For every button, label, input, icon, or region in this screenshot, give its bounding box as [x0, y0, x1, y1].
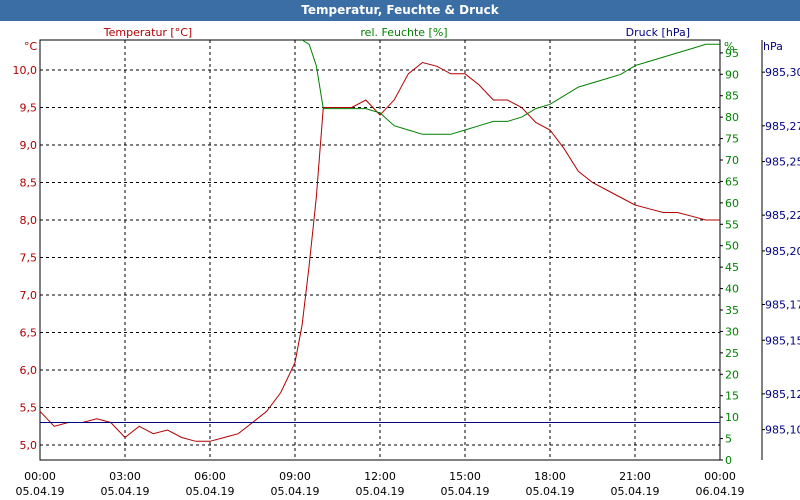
x-tick-date: 05.04.19: [101, 485, 150, 498]
humidity-tick: 75: [725, 133, 739, 146]
temperature-tick: 5,5: [20, 402, 38, 415]
pressure-tick: 985,15: [765, 334, 800, 347]
series-label-temperature: Temperatur [°C]: [103, 26, 192, 39]
temperature-tick: 7,5: [20, 252, 38, 265]
temperature-tick: 8,5: [20, 177, 38, 190]
x-tick-time: 21:00: [619, 470, 651, 483]
x-tick-time: 09:00: [279, 470, 311, 483]
series-label-humidity: rel. Feuchte [%]: [360, 26, 447, 39]
x-tick-date: 05.04.19: [611, 485, 660, 498]
pressure-tick: 985,17: [765, 299, 800, 312]
pressure-tick: 985,27: [765, 120, 800, 133]
x-tick-date: 05.04.19: [441, 485, 490, 498]
humidity-tick: 95: [725, 47, 739, 60]
series-label-pressure: Druck [hPa]: [626, 26, 690, 39]
x-tick-time: 12:00: [364, 470, 396, 483]
x-tick-date: 05.04.19: [526, 485, 575, 498]
humidity-tick: 90: [725, 68, 739, 81]
temperature-tick: 7,0: [20, 289, 38, 302]
humidity-tick: 5: [725, 433, 732, 446]
x-tick-date: 05.04.19: [271, 485, 320, 498]
humidity-tick: 85: [725, 90, 739, 103]
x-tick-date: 05.04.19: [356, 485, 405, 498]
x-tick-date: 05.04.19: [186, 485, 235, 498]
x-tick-time: 00:00: [24, 470, 56, 483]
chart-title: Temperatur, Feuchte & Druck: [0, 0, 800, 21]
humidity-tick: 45: [725, 261, 739, 274]
humidity-tick: 35: [725, 304, 739, 317]
humidity-tick: 20: [725, 368, 739, 381]
x-tick-time: 00:00: [704, 470, 736, 483]
temperature-unit-label: °C: [24, 40, 38, 53]
humidity-tick: 10: [725, 411, 739, 424]
series-lines: [39, 39, 720, 442]
pressure-tick: 985,20: [765, 245, 800, 258]
temperature-tick: 6,0: [20, 364, 38, 377]
humidity-unit-label: %: [724, 40, 734, 53]
pressure-tick: 985,30: [765, 66, 800, 79]
humidity-tick: 70: [725, 154, 739, 167]
pressure-unit-label: hPa: [763, 40, 783, 53]
humidity-tick: 40: [725, 283, 739, 296]
x-tick-time: 06:00: [194, 470, 226, 483]
humidity-tick: 55: [725, 218, 739, 231]
temperature-tick: 6,5: [20, 327, 38, 340]
temperature-tick: 10,0: [13, 64, 38, 77]
humidity-tick: 50: [725, 240, 739, 253]
temperature-line: [39, 61, 720, 442]
humidity-line: [301, 39, 720, 135]
x-tick-date: 06.04.19: [696, 485, 745, 498]
temperature-tick: 5,0: [20, 439, 38, 452]
humidity-tick: 30: [725, 325, 739, 338]
x-tick-date: 05.04.19: [16, 485, 65, 498]
x-tick-time: 18:00: [534, 470, 566, 483]
grid: [40, 40, 720, 460]
pressure-tick: 985,22: [765, 209, 800, 222]
tick-labels: 00:00 05.04.19 03:00 05.04.19 06:00 05.04.19 0…: [13, 47, 800, 498]
temperature-tick: 9,0: [20, 139, 38, 152]
humidity-tick: 80: [725, 111, 739, 124]
temperature-tick: 9,5: [20, 102, 38, 115]
humidity-tick: 65: [725, 175, 739, 188]
pressure-tick: 985,25: [765, 156, 800, 169]
temperature-tick: 8,0: [20, 214, 38, 227]
humidity-tick: 0: [725, 454, 732, 467]
axes: [39, 39, 765, 461]
humidity-tick: 60: [725, 197, 739, 210]
pressure-tick: 985,10: [765, 424, 800, 437]
x-tick-time: 03:00: [109, 470, 141, 483]
humidity-tick: 15: [725, 390, 739, 403]
plot-border: [39, 39, 721, 461]
pressure-tick: 985,12: [765, 388, 800, 401]
x-tick-time: 15:00: [449, 470, 481, 483]
humidity-tick: 25: [725, 347, 739, 360]
